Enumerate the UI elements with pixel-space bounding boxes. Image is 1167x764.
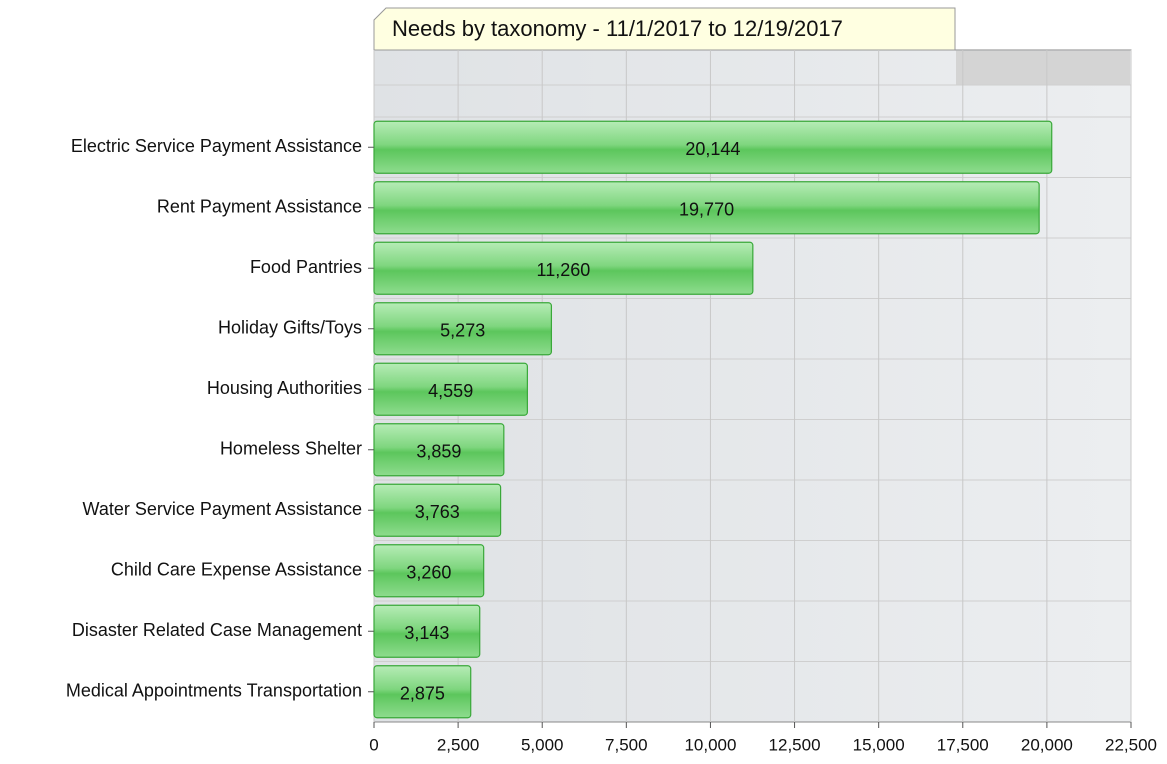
x-tick-label: 15,000	[853, 735, 905, 754]
y-tick-label: Housing Authorities	[207, 378, 362, 398]
x-tick-label: 5,000	[521, 735, 564, 754]
x-tick-label: 0	[369, 735, 378, 754]
data-label: 3,143	[404, 623, 449, 643]
title-box	[373, 7, 956, 51]
x-tick-label: 22,500	[1105, 735, 1157, 754]
x-tick-label: 12,500	[769, 735, 821, 754]
data-label: 19,770	[679, 200, 734, 220]
legend-placeholder	[956, 51, 1130, 85]
y-tick-label: Rent Payment Assistance	[157, 197, 362, 217]
data-label: 11,260	[537, 260, 591, 280]
y-tick-label: Electric Service Payment Assistance	[71, 136, 362, 156]
data-label: 20,144	[685, 139, 740, 159]
data-label: 3,260	[406, 563, 451, 583]
data-label: 5,273	[440, 321, 485, 341]
y-tick-label: Homeless Shelter	[220, 439, 362, 459]
y-tick-label: Child Care Expense Assistance	[111, 560, 362, 580]
data-label: 3,763	[415, 502, 460, 522]
y-tick-label: Food Pantries	[250, 257, 362, 277]
data-label: 4,559	[428, 381, 473, 401]
data-label: 2,875	[400, 684, 445, 704]
chart-title: Needs by taxonomy - 11/1/2017 to 12/19/2…	[392, 16, 843, 41]
y-tick-label: Disaster Related Case Management	[72, 620, 362, 640]
y-tick-label: Medical Appointments Transportation	[66, 681, 362, 701]
data-label: 3,859	[416, 442, 461, 462]
y-tick-label: Water Service Payment Assistance	[83, 499, 362, 519]
x-tick-label: 17,500	[937, 735, 989, 754]
x-tick-label: 20,000	[1021, 735, 1073, 754]
x-tick-label: 2,500	[437, 735, 480, 754]
x-tick-label: 7,500	[605, 735, 648, 754]
y-tick-label: Holiday Gifts/Toys	[218, 318, 362, 338]
x-tick-label: 10,000	[684, 735, 736, 754]
